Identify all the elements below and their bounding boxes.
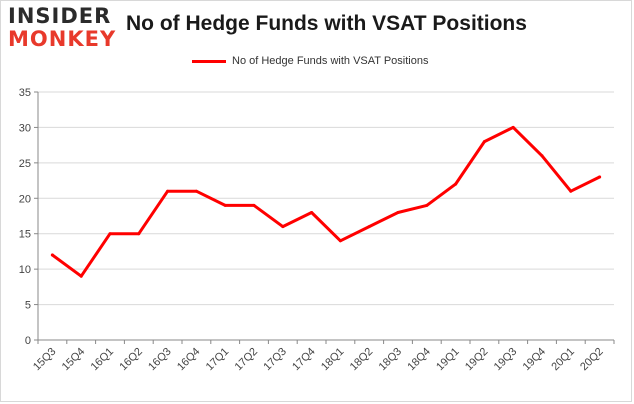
series-line (50, 125, 602, 278)
legend-swatch (192, 59, 226, 63)
data-point (367, 225, 371, 229)
x-tick-label: 16Q3 (146, 346, 174, 374)
x-tick-label: 18Q1 (319, 346, 347, 374)
x-tick-labels: 15Q3 15Q4 16Q1 16Q2 16Q3 16Q4 17Q1 17Q2 17Q3 17Q4… (31, 346, 606, 374)
data-point (396, 210, 400, 214)
legend-label: No of Hedge Funds with VSAT Positions (232, 55, 429, 67)
y-tick-label: 35 (19, 87, 31, 99)
y-tick-label: 5 (25, 300, 31, 312)
data-point (281, 225, 285, 229)
x-tick-label: 20Q1 (549, 346, 577, 374)
data-point (598, 175, 602, 179)
data-point (540, 154, 544, 158)
y-tick-label: 20 (19, 193, 31, 205)
data-point (252, 203, 256, 207)
y-tick-label: 30 (19, 122, 31, 134)
data-point (108, 232, 112, 236)
data-point (338, 239, 342, 243)
x-tick-label: 18Q3 (377, 346, 405, 374)
logo-line-insider: INSIDER (8, 4, 112, 28)
y-tick-label: 0 (25, 335, 31, 347)
chart-legend: No of Hedge Funds with VSAT Positions (192, 53, 428, 69)
series-layer (50, 125, 602, 278)
insider-monkey-logo: INSIDER MONKEY (8, 4, 116, 52)
x-tick-label: 19Q3 (492, 346, 520, 374)
x-tick-label: 17Q3 (261, 346, 289, 374)
x-tick-label: 17Q4 (290, 346, 318, 374)
data-point (223, 203, 227, 207)
x-tick-label: 18Q2 (348, 346, 376, 374)
data-point (569, 189, 573, 193)
y-tick-label: 25 (19, 158, 31, 170)
data-point (425, 203, 429, 207)
data-point (482, 140, 486, 144)
logo-line-monkey: MONKEY (8, 27, 117, 51)
data-point (454, 182, 458, 186)
x-tick-label: 15Q4 (60, 346, 88, 374)
data-point (137, 232, 141, 236)
x-tick-label: 18Q4 (405, 346, 433, 374)
y-tick-label: 10 (19, 264, 31, 276)
x-tick-label: 16Q4 (175, 346, 203, 374)
x-tick-label: 16Q1 (89, 346, 117, 374)
data-point (79, 274, 83, 278)
chart-title: No of Hedge Funds with VSAT Positions (126, 12, 527, 35)
x-tick-label: 15Q3 (31, 346, 59, 374)
data-point (511, 125, 515, 129)
x-tick-label: 20Q2 (578, 346, 606, 374)
data-point (166, 189, 170, 193)
y-tick-labels: 0 5 10 15 20 25 30 35 (19, 87, 31, 347)
data-point (310, 210, 314, 214)
axis-layer (37, 92, 615, 344)
x-tick-label: 16Q2 (117, 346, 145, 374)
x-tick-label: 17Q2 (233, 346, 261, 374)
data-point (194, 189, 198, 193)
x-tick-label: 19Q1 (434, 346, 462, 374)
grid-layer (34, 91, 614, 341)
x-tick-label: 17Q1 (204, 346, 232, 374)
x-tick-label: 19Q4 (521, 346, 549, 374)
y-tick-label: 15 (19, 229, 31, 241)
data-point (50, 253, 54, 257)
x-tick-label: 19Q2 (463, 346, 491, 374)
